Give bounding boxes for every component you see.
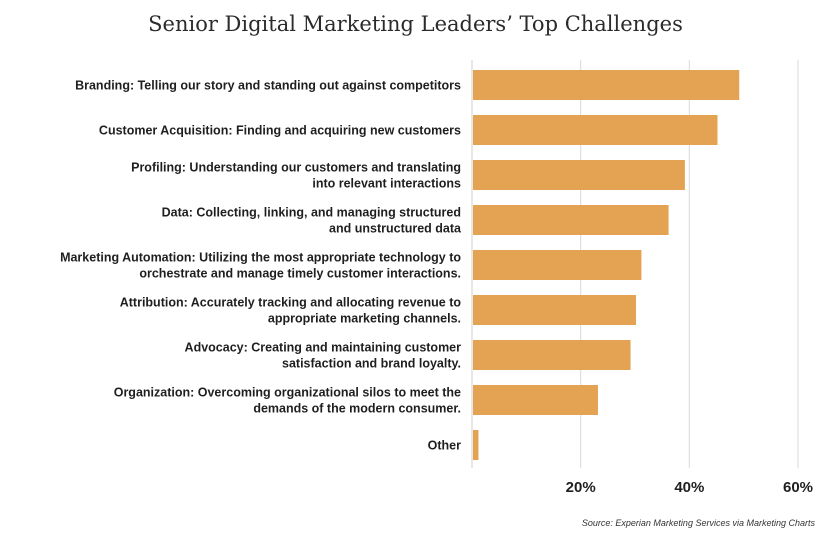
bar [473, 115, 718, 145]
category-label: and unstructured data [329, 222, 462, 236]
category-labels: Branding: Telling our story and standing… [60, 79, 462, 453]
bar [473, 160, 685, 190]
category-label: Other [428, 439, 461, 453]
bars [473, 70, 740, 460]
bar [473, 205, 669, 235]
bar [473, 295, 636, 325]
category-label: Profiling: Understanding our customers a… [131, 161, 461, 175]
source-note: Source: Experian Marketing Services via … [581, 518, 815, 528]
category-label: Branding: Telling our story and standing… [75, 79, 461, 93]
category-label: Marketing Automation: Utilizing the most… [60, 251, 461, 265]
bar [473, 70, 740, 100]
category-label: satisfaction and brand loyalty. [282, 357, 461, 371]
category-label: Customer Acquisition: Finding and acquir… [99, 124, 461, 138]
category-label: orchestrate and manage timely customer i… [139, 267, 461, 281]
bar [473, 250, 642, 280]
bar [473, 385, 598, 415]
x-tick-label: 40% [674, 479, 704, 496]
x-tick-label: 60% [783, 479, 813, 496]
chart-title: Senior Digital Marketing Leaders’ Top Ch… [148, 12, 683, 36]
category-label: Data: Collecting, linking, and managing … [162, 206, 461, 220]
bar [473, 430, 479, 460]
tick-labels: 20% 40% 60% [566, 479, 813, 496]
category-label: Attribution: Accurately tracking and all… [120, 296, 462, 310]
category-label: into relevant interactions [312, 177, 461, 191]
bar [473, 340, 631, 370]
category-label: appropriate marketing channels. [268, 312, 461, 326]
category-label: Organization: Overcoming organizational … [114, 386, 461, 400]
x-tick-label: 20% [566, 479, 596, 496]
category-label: Advocacy: Creating and maintaining custo… [185, 341, 462, 355]
category-label: demands of the modern consumer. [253, 402, 461, 416]
